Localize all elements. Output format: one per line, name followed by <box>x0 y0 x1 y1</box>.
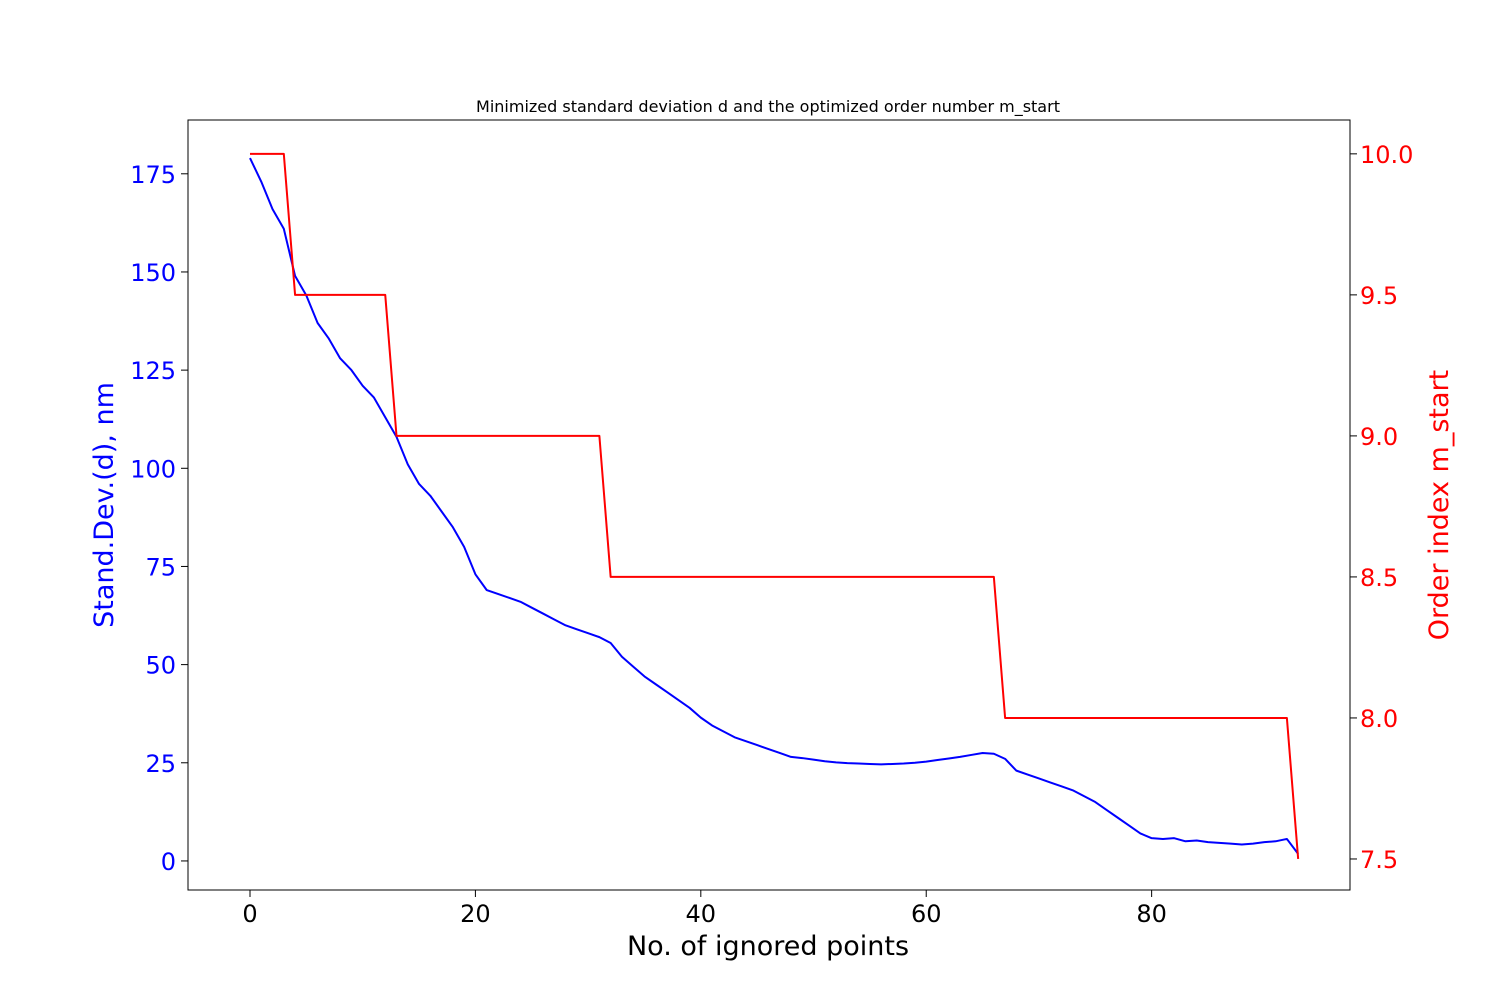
left-tick-label: 50 <box>145 652 176 680</box>
order-index-line <box>249 152 1300 860</box>
right-tick-label: 8.5 <box>1360 564 1398 592</box>
x-tick-label: 0 <box>242 900 257 928</box>
right-axis-ticks: 7.5 8.0 8.5 9.0 9.5 10.0 <box>1350 141 1413 874</box>
x-tick-label: 80 <box>1136 900 1167 928</box>
right-tick-label: 10.0 <box>1360 141 1413 169</box>
std-dev-line <box>249 157 1299 855</box>
left-tick-label: 125 <box>130 357 176 385</box>
right-axis-label: Order index m_start <box>1424 370 1455 640</box>
x-axis-ticks: 0 20 40 60 80 <box>242 890 1167 928</box>
right-tick-label: 7.5 <box>1360 846 1398 874</box>
plot-lines <box>249 152 1300 860</box>
right-tick-label: 9.0 <box>1360 423 1398 451</box>
x-axis-label: No. of ignored points <box>627 931 909 962</box>
left-tick-label: 100 <box>130 455 176 483</box>
x-tick-label: 60 <box>911 900 942 928</box>
left-tick-label: 150 <box>130 259 176 287</box>
chart-title: Minimized standard deviation d and the o… <box>476 97 1060 117</box>
left-axis-ticks: 0 25 50 75 100 125 150 175 <box>130 161 188 876</box>
left-tick-label: 175 <box>130 161 176 189</box>
plot-frame <box>187 119 1351 891</box>
x-tick-label: 40 <box>686 900 717 928</box>
left-axis-label: Stand.Dev.(d), nm <box>89 382 120 628</box>
x-tick-label: 20 <box>460 900 491 928</box>
left-tick-label: 0 <box>161 848 176 876</box>
left-tick-label: 75 <box>145 553 176 581</box>
right-tick-label: 8.0 <box>1360 705 1398 733</box>
right-tick-label: 9.5 <box>1360 282 1398 310</box>
left-tick-label: 25 <box>145 750 176 778</box>
